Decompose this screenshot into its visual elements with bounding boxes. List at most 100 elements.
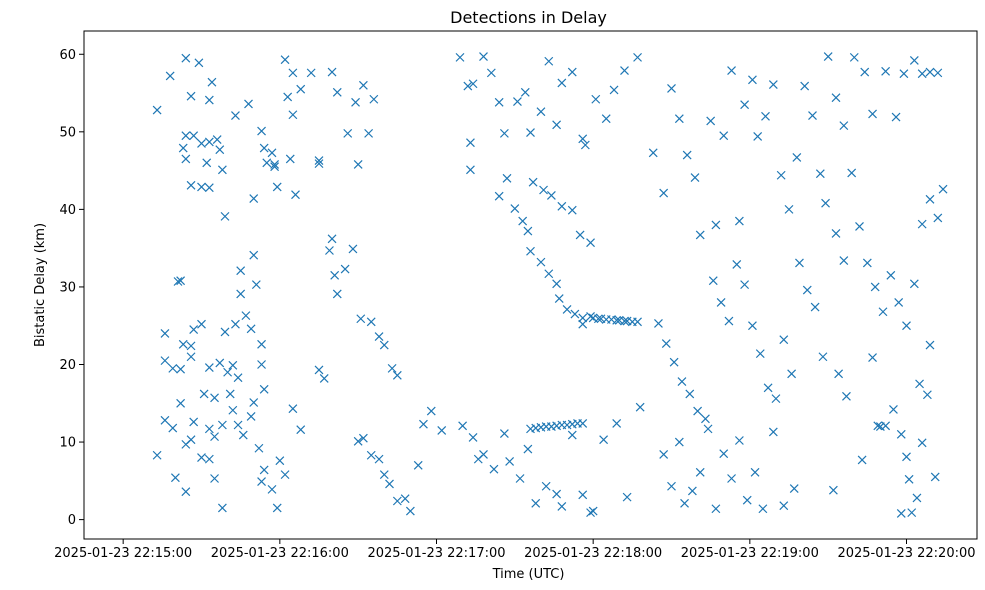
data-point <box>358 433 368 443</box>
data-point <box>800 81 810 91</box>
data-point <box>915 379 924 389</box>
data-point <box>925 340 935 350</box>
data-point <box>740 100 750 110</box>
data-point <box>330 270 340 280</box>
data-point <box>466 138 475 148</box>
data-point <box>727 474 736 483</box>
data-point <box>593 314 603 324</box>
data-point <box>680 498 689 508</box>
data-point <box>536 107 546 117</box>
data-point <box>687 486 697 496</box>
data-point <box>896 508 906 518</box>
data-point <box>246 412 256 421</box>
data-point <box>748 321 757 331</box>
data-point <box>570 309 580 319</box>
data-point <box>539 185 548 195</box>
data-point <box>834 369 844 379</box>
data-point <box>748 75 757 85</box>
data-point <box>228 360 238 370</box>
data-point <box>889 405 898 414</box>
data-point <box>693 406 703 416</box>
data-point <box>314 156 324 165</box>
data-point <box>244 99 253 109</box>
data-point <box>152 450 162 460</box>
data-point <box>502 173 512 183</box>
data-point <box>878 307 888 317</box>
data-point <box>821 198 830 208</box>
data-point <box>703 424 713 434</box>
x-tick-label: 2025-01-23 22:19:00 <box>681 546 819 561</box>
data-point <box>750 467 760 477</box>
data-point <box>325 246 334 255</box>
data-point <box>674 114 684 124</box>
data-point <box>724 316 734 326</box>
data-point <box>831 93 841 103</box>
data-point <box>523 444 533 454</box>
x-tick-label: 2025-01-23 22:18:00 <box>524 546 662 561</box>
data-point <box>578 419 588 428</box>
data-point <box>933 213 943 223</box>
data-point <box>857 455 867 465</box>
data-point <box>215 358 225 368</box>
data-point <box>189 325 199 335</box>
data-point <box>379 470 389 480</box>
x-tick-label: 2025-01-23 22:16:00 <box>211 546 349 561</box>
data-point <box>552 279 562 289</box>
data-point <box>392 370 402 380</box>
data-point <box>186 91 196 101</box>
data-point <box>677 377 687 386</box>
data-point <box>520 87 530 97</box>
data-point <box>168 363 178 373</box>
data-point <box>795 258 804 268</box>
data-point <box>578 490 588 500</box>
data-point <box>351 97 360 107</box>
data-point <box>249 194 259 203</box>
data-point <box>818 352 828 362</box>
data-markers <box>152 52 948 518</box>
data-point <box>557 502 567 511</box>
data-point <box>528 177 538 187</box>
data-point <box>526 246 535 256</box>
data-point <box>233 420 243 430</box>
data-point <box>257 360 266 369</box>
data-point <box>170 473 180 483</box>
data-point <box>578 319 588 329</box>
data-point <box>633 317 642 327</box>
data-point <box>332 289 342 299</box>
data-point <box>181 53 191 63</box>
data-point <box>197 139 206 148</box>
data-point <box>178 339 188 349</box>
data-point <box>907 508 917 518</box>
data-point <box>426 406 436 416</box>
data-point <box>267 484 277 494</box>
data-point <box>197 453 206 462</box>
data-point <box>868 353 877 362</box>
data-point <box>849 52 859 62</box>
data-point <box>695 230 705 240</box>
data-point <box>701 414 710 424</box>
data-point <box>917 219 927 229</box>
data-point <box>706 116 716 126</box>
data-point <box>667 83 676 93</box>
data-point <box>259 465 269 475</box>
data-point <box>168 423 178 433</box>
data-point <box>392 496 402 506</box>
data-point <box>667 481 676 491</box>
data-point <box>204 424 214 434</box>
data-point <box>204 183 214 193</box>
data-point <box>925 194 935 204</box>
data-point <box>348 244 358 254</box>
data-point <box>385 479 394 489</box>
data-point <box>223 367 233 377</box>
data-point <box>236 266 246 276</box>
x-axis-ticks: 2025-01-23 22:15:00 2025-01-23 22:16:00 20… <box>54 539 976 561</box>
data-point <box>246 324 256 334</box>
data-point <box>523 226 533 236</box>
data-point <box>659 188 669 198</box>
data-point <box>272 503 282 513</box>
data-point <box>588 506 598 516</box>
data-point <box>332 87 342 97</box>
data-point <box>366 450 376 460</box>
data-point <box>181 154 191 164</box>
